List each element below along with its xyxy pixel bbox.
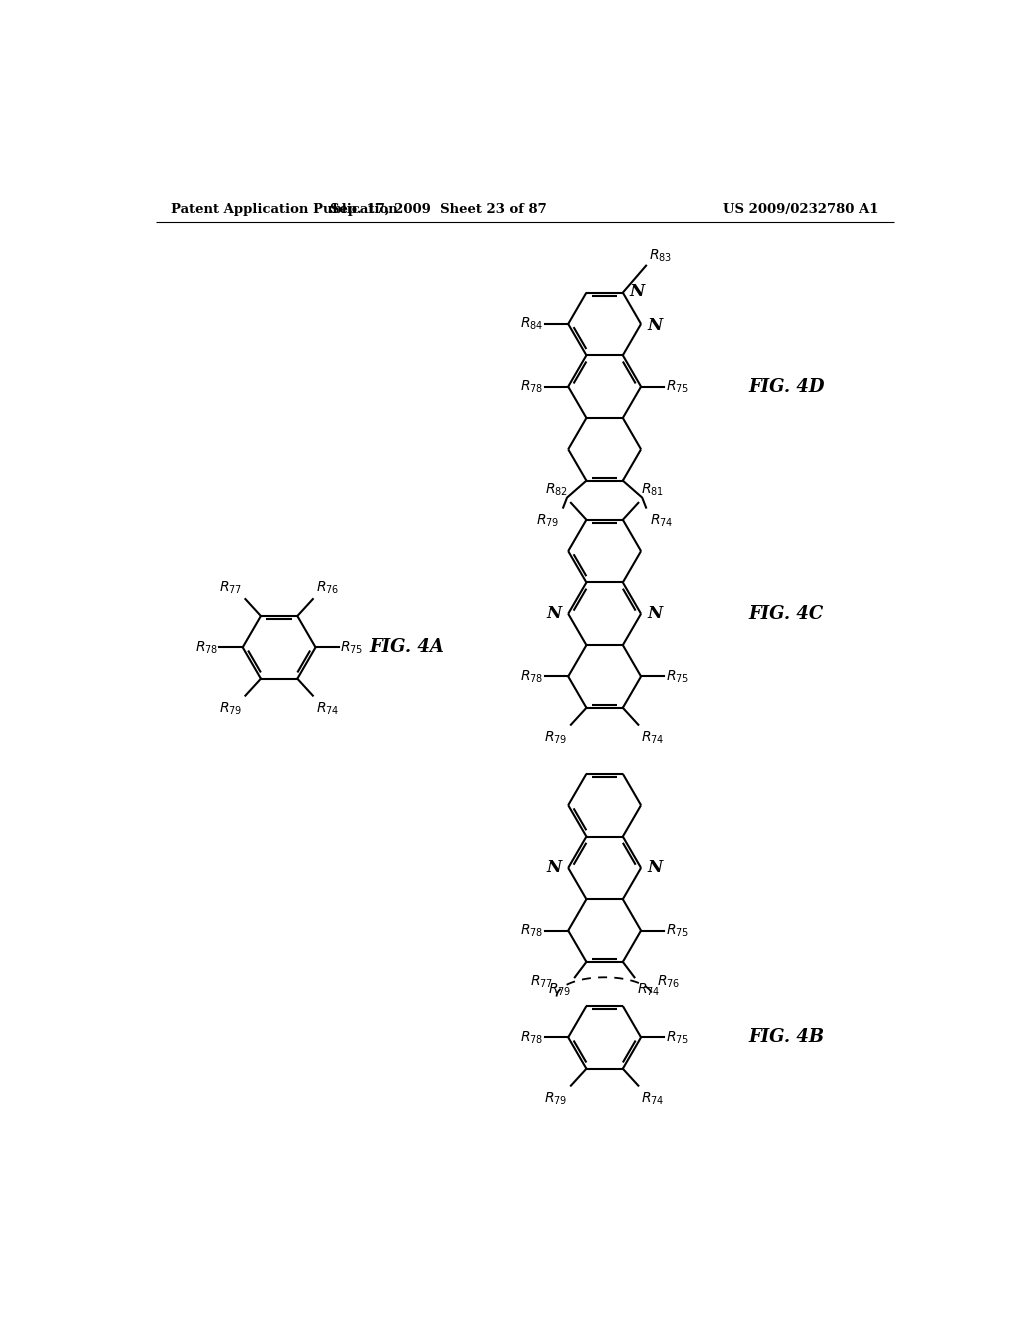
Text: $R_{76}$: $R_{76}$ [316,579,339,597]
Text: $R_{79}$: $R_{79}$ [545,1090,568,1106]
Text: N: N [647,317,663,334]
Text: $R_{82}$: $R_{82}$ [545,482,568,498]
Text: $R_{74}$: $R_{74}$ [637,982,660,998]
Text: $R_{84}$: $R_{84}$ [520,315,544,333]
Text: $R_{78}$: $R_{78}$ [195,639,218,656]
Text: FIG. 4C: FIG. 4C [748,605,823,623]
Text: $R_{74}$: $R_{74}$ [650,513,674,529]
Text: $R_{77}$: $R_{77}$ [529,974,553,990]
Text: FIG. 4D: FIG. 4D [748,378,824,396]
Text: $R_{74}$: $R_{74}$ [316,700,339,717]
Text: N: N [629,282,644,300]
Text: FIG. 4B: FIG. 4B [748,1028,824,1047]
Text: Sep. 17, 2009  Sheet 23 of 87: Sep. 17, 2009 Sheet 23 of 87 [330,203,547,215]
Text: N: N [547,606,562,622]
Text: $R_{83}$: $R_{83}$ [649,248,673,264]
Text: $R_{75}$: $R_{75}$ [340,639,364,656]
Text: Patent Application Publication: Patent Application Publication [171,203,398,215]
Text: $R_{79}$: $R_{79}$ [536,513,559,529]
Text: $R_{76}$: $R_{76}$ [656,974,680,990]
Text: $R_{79}$: $R_{79}$ [545,730,568,746]
Text: $R_{75}$: $R_{75}$ [666,923,689,939]
Text: FIG. 4A: FIG. 4A [370,639,444,656]
Text: $R_{75}$: $R_{75}$ [666,1030,689,1045]
Text: $R_{79}$: $R_{79}$ [548,982,571,998]
Text: $R_{74}$: $R_{74}$ [641,1090,665,1106]
Text: N: N [547,859,562,876]
Text: $R_{78}$: $R_{78}$ [520,1030,544,1045]
Text: $R_{81}$: $R_{81}$ [641,482,665,498]
Text: N: N [647,606,663,622]
Text: $R_{74}$: $R_{74}$ [641,730,665,746]
Text: $R_{79}$: $R_{79}$ [219,700,243,717]
Text: N: N [647,859,663,876]
Text: $R_{78}$: $R_{78}$ [520,379,544,395]
Text: US 2009/0232780 A1: US 2009/0232780 A1 [723,203,879,215]
Text: $R_{78}$: $R_{78}$ [520,668,544,685]
Text: $R_{77}$: $R_{77}$ [219,579,243,597]
Text: $R_{75}$: $R_{75}$ [666,379,689,395]
Text: $R_{78}$: $R_{78}$ [520,923,544,939]
Text: $R_{75}$: $R_{75}$ [666,668,689,685]
